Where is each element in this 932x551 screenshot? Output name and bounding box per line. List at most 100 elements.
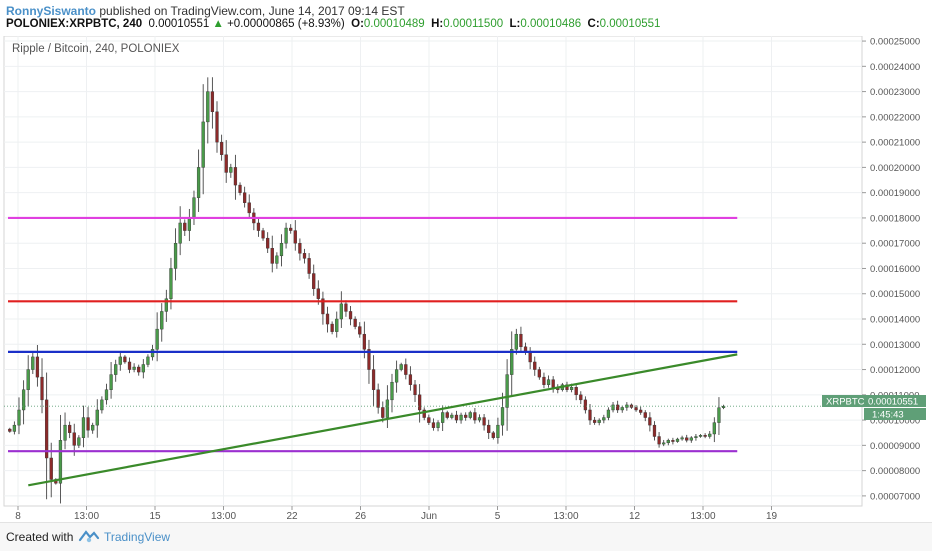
- candle-body: [224, 154, 228, 173]
- x-tick-label: 13:00: [553, 511, 578, 520]
- y-tick-label: 0.00020000: [870, 163, 920, 174]
- candle-body: [422, 409, 426, 418]
- price-axis[interactable]: 0.00007000 0.00008000 0.00009000 0.00010000…: [862, 37, 920, 503]
- countdown-bg: [864, 408, 926, 420]
- candle-body: [473, 412, 477, 421]
- candle-body: [477, 417, 482, 421]
- y-tick-label: 0.00024000: [870, 62, 920, 73]
- candle-body: [91, 424, 95, 431]
- candle-body: [353, 318, 357, 327]
- candle-body: [31, 356, 35, 370]
- candle-body: [81, 417, 86, 438]
- candle-body: [519, 333, 523, 348]
- candle-body: [8, 428, 12, 432]
- x-tick-label: 19: [766, 511, 778, 520]
- x-tick-label: Jun: [421, 511, 437, 520]
- candle-body: [717, 407, 721, 423]
- candle-body: [229, 167, 233, 173]
- ohlc-bar: POLONIEX:XRPBTC, 240 0.00010551 ▲ +0.000…: [6, 18, 660, 30]
- candle-body: [275, 255, 279, 264]
- time-axis[interactable]: 8 13:00 15 13:00 22 26 Jun 5 13:00 12 13:00 19: [15, 506, 778, 522]
- candle-body: [58, 440, 63, 484]
- candle-body: [385, 399, 390, 418]
- candle-body: [652, 424, 657, 437]
- price-chart[interactable]: 0.00007000 0.00008000 0.00009000 0.00010000…: [0, 35, 932, 522]
- candle-body: [514, 333, 518, 350]
- candle-body: [325, 313, 330, 325]
- candle-body: [602, 417, 606, 421]
- candle-body: [173, 243, 178, 269]
- candle-body: [367, 349, 371, 370]
- candle-body: [63, 424, 67, 441]
- y-tick-label: 0.00019000: [870, 188, 920, 199]
- candle-body: [643, 412, 647, 418]
- y-tick-label: 0.00014000: [870, 315, 920, 326]
- x-tick-label: 13:00: [690, 511, 715, 520]
- footer: Created with TradingView: [0, 522, 932, 551]
- candle-body: [289, 227, 293, 231]
- low-label: L:: [509, 18, 521, 30]
- candle-body: [35, 356, 40, 378]
- candle-body: [394, 369, 399, 383]
- trend-line[interactable]: [28, 353, 738, 487]
- x-tick-label: 26: [355, 511, 367, 520]
- y-tick-label: 0.00022000: [870, 112, 920, 123]
- candle-body: [114, 364, 118, 375]
- close-label: C:: [587, 18, 600, 30]
- x-tick-label: 5: [495, 511, 501, 520]
- candle-body: [330, 323, 334, 332]
- tradingview-link[interactable]: TradingView: [104, 530, 171, 544]
- candle-body: [662, 442, 666, 445]
- candle-body: [569, 387, 574, 390]
- low-value: 0.00010486: [520, 18, 582, 30]
- candle-body: [597, 419, 601, 423]
- high-value: 0.00011500: [443, 18, 504, 30]
- candle-body: [196, 167, 201, 198]
- candle-body: [247, 202, 251, 214]
- chart-area[interactable]: 0.00007000 0.00008000 0.00009000 0.00010000…: [0, 35, 932, 522]
- publish-text: published on TradingView.com, June 14, 2…: [99, 4, 405, 18]
- y-tick-label: 0.00013000: [870, 340, 920, 351]
- candle-body: [648, 417, 652, 426]
- candle-body: [100, 399, 104, 411]
- high-label: H:: [431, 18, 444, 30]
- candle-body: [694, 436, 698, 438]
- candle-body: [146, 356, 150, 365]
- candle-body: [21, 389, 26, 411]
- candle-body: [721, 405, 726, 408]
- candle-body: [362, 333, 366, 350]
- candle-body: [187, 217, 192, 231]
- candle-body: [210, 91, 215, 113]
- candle-body: [298, 243, 302, 254]
- candle-body: [312, 273, 316, 289]
- x-tick-label: 22: [286, 511, 298, 520]
- candle-body: [689, 437, 693, 441]
- candle-body: [464, 414, 468, 418]
- candle-body: [219, 141, 224, 155]
- candle-body: [583, 399, 588, 411]
- candle-body: [500, 407, 505, 426]
- candle-body: [657, 436, 661, 445]
- candle-body: [68, 424, 72, 433]
- candle-body: [169, 268, 173, 299]
- candle-body: [459, 414, 463, 421]
- current-price-label: XRPBTC 0.00010551 1:45:43: [822, 395, 926, 421]
- tradingview-logo-icon: [78, 528, 100, 549]
- candle-body: [302, 253, 307, 259]
- candle-body: [537, 369, 541, 378]
- candle-body: [127, 361, 132, 370]
- candle-body: [712, 422, 716, 435]
- candle-body: [708, 433, 712, 437]
- candle-body: [109, 374, 113, 390]
- candle-body: [293, 230, 297, 244]
- candle-body: [454, 414, 459, 421]
- plot-frame: [3, 35, 863, 507]
- candle-body: [413, 384, 417, 396]
- candle-body: [620, 407, 624, 411]
- close-value: 0.00010551: [599, 18, 661, 30]
- y-tick-label: 0.00010000: [870, 416, 920, 427]
- author-link[interactable]: RonnySiswanto: [6, 4, 97, 18]
- candle-body: [150, 349, 155, 358]
- y-tick-label: 0.00012000: [870, 365, 920, 376]
- candle-body: [666, 440, 670, 444]
